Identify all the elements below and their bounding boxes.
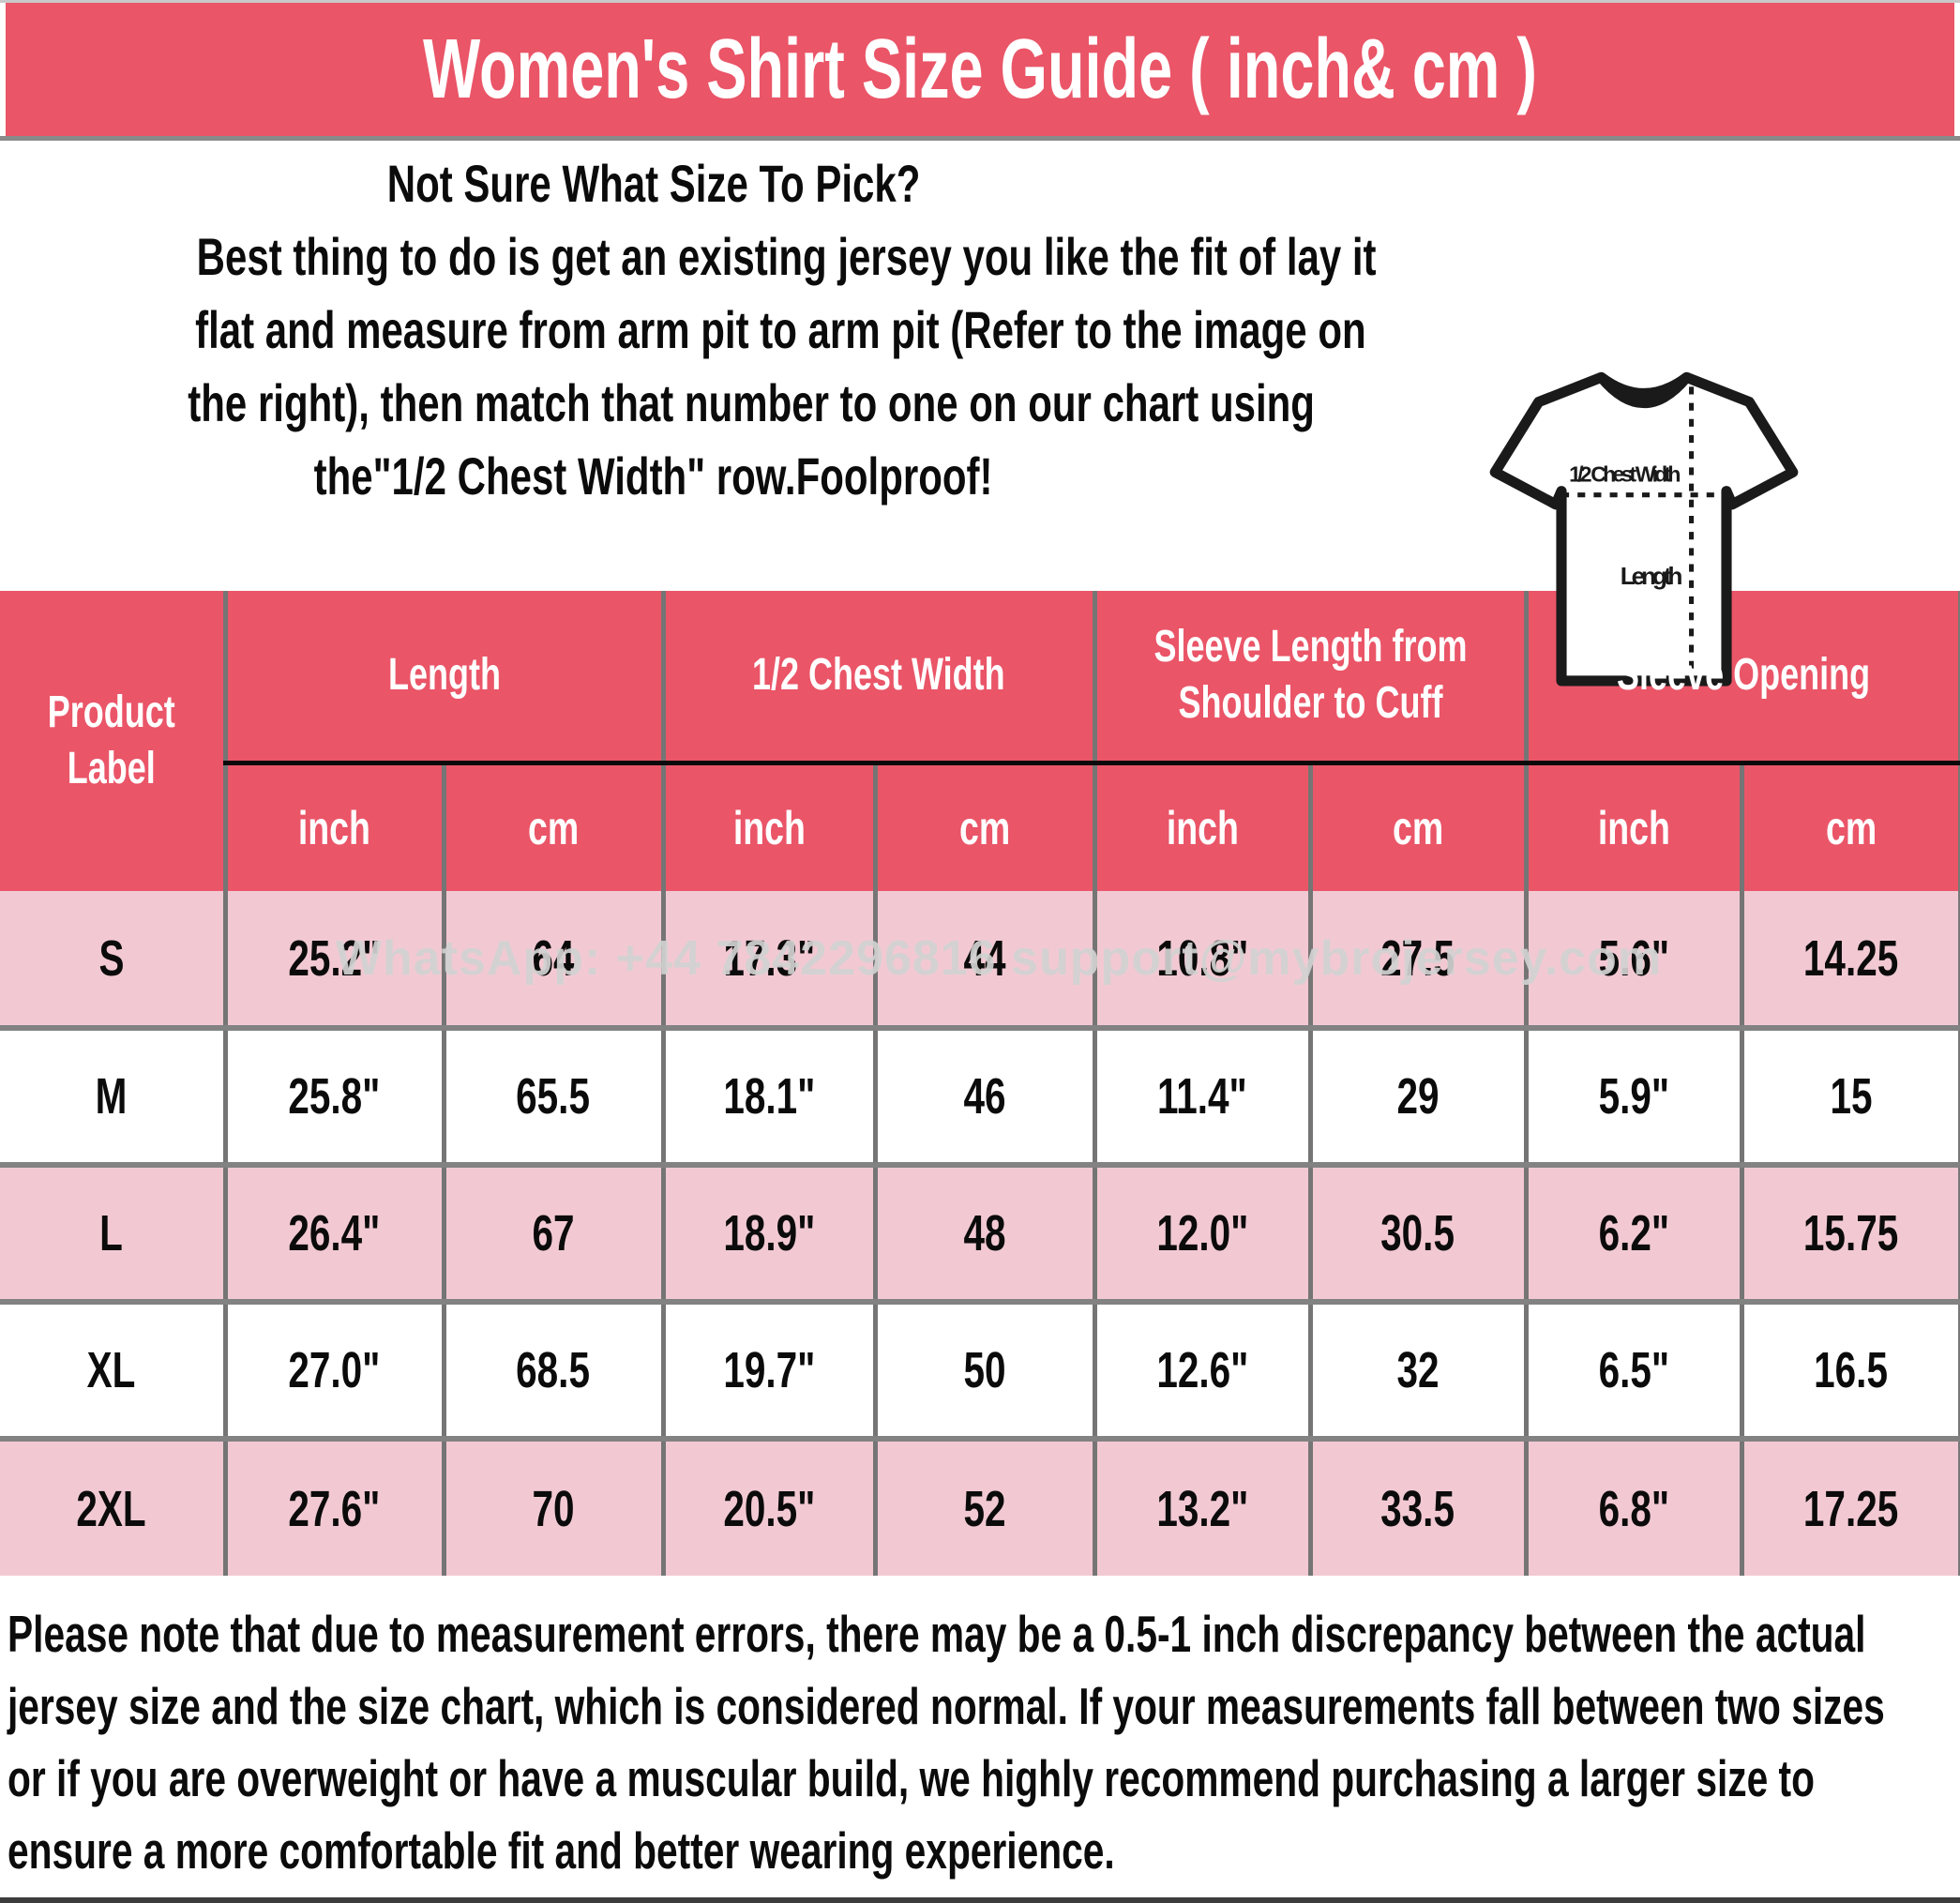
- cell: 12.0": [1092, 1162, 1311, 1302]
- cell: 44: [872, 891, 1095, 1028]
- cell: 52: [872, 1436, 1095, 1576]
- tshirt-icon: 1/2 Chest Width Length: [1489, 371, 1799, 687]
- header-chest-width: 1/2 Chest Width: [660, 591, 1095, 765]
- cell: 6.5": [1523, 1299, 1742, 1439]
- cell: 46: [872, 1025, 1095, 1165]
- cell: 14.25: [1739, 891, 1960, 1028]
- size-label: S: [0, 891, 225, 1028]
- cell: 6.2": [1523, 1162, 1742, 1302]
- cell: 17.25: [1739, 1436, 1960, 1576]
- cell: 5.6": [1523, 891, 1742, 1028]
- page-title: Women's Shirt Size Guide ( inch& cm ): [422, 23, 1537, 116]
- cell: 27.5: [1307, 891, 1527, 1028]
- cell: 12.6": [1092, 1299, 1311, 1439]
- tshirt-measurement-diagram: 1/2 Chest Width Length: [1487, 353, 1801, 687]
- intro-line: Not Sure What Size To Pick?: [386, 154, 921, 213]
- cell: 11.4": [1092, 1025, 1311, 1165]
- cell: 18.1": [660, 1025, 875, 1165]
- cell: 29: [1307, 1025, 1527, 1165]
- cell: 13.2": [1092, 1436, 1311, 1576]
- header-sleeve-length: Sleeve Length from Shoulder to Cuff: [1092, 591, 1527, 765]
- unit-inch: inch: [660, 763, 875, 891]
- cell: 15: [1739, 1025, 1960, 1165]
- cell: 17.3": [660, 891, 875, 1028]
- intro-line: flat and measure from arm pit to arm pit…: [195, 300, 1366, 359]
- note-line: Please note that due to measurement erro…: [8, 1605, 1866, 1663]
- table-row-l: L 26.4" 67 18.9" 48 12.0" 30.5 6.2" 15.7…: [0, 1162, 1960, 1302]
- cell: 20.5": [660, 1436, 875, 1576]
- size-label: M: [0, 1025, 225, 1165]
- table-row-xl: XL 27.0" 68.5 19.7" 50 12.6" 32 6.5" 16.…: [0, 1299, 1960, 1439]
- note-line: ensure a more comfortable fit and better…: [8, 1821, 1115, 1880]
- disclaimer-note: Please note that due to measurement erro…: [0, 1576, 1960, 1887]
- size-label: XL: [0, 1299, 225, 1439]
- cell: 33.5: [1307, 1436, 1527, 1576]
- chest-width-label: 1/2 Chest Width: [1569, 462, 1681, 487]
- cell: 30.5: [1307, 1162, 1527, 1302]
- cell: 27.0": [222, 1299, 444, 1439]
- intro-text: Not Sure What Size To Pick? Best thing t…: [0, 141, 1377, 513]
- top-border: [0, 0, 1960, 3]
- cell: 25.8": [222, 1025, 444, 1165]
- size-chart-table: Product Label Length 1/2 Chest Width Sle…: [0, 591, 1960, 1576]
- cell: 48: [872, 1162, 1095, 1302]
- unit-cm: cm: [872, 763, 1095, 891]
- cell: 68.5: [441, 1299, 663, 1439]
- intro-line: the"1/2 Chest Width" row.Foolproof!: [314, 446, 993, 506]
- length-label: Length: [1621, 562, 1683, 590]
- bottom-border: [0, 1897, 1960, 1903]
- header-length: Length: [222, 591, 663, 765]
- cell: 32: [1307, 1299, 1527, 1439]
- intro-line: the right), then match that number to on…: [188, 373, 1315, 432]
- cell: 18.9": [660, 1162, 875, 1302]
- table-row-s: S 25.2" 64 17.3" 44 10.8" 27.5 5.6" 14.2…: [0, 891, 1960, 1028]
- unit-inch: inch: [1523, 763, 1742, 891]
- cell: 50: [872, 1299, 1095, 1439]
- size-label: L: [0, 1162, 225, 1302]
- cell: 67: [441, 1162, 663, 1302]
- cell: 27.6": [222, 1436, 444, 1576]
- banner-divider: [0, 136, 1960, 141]
- title-banner: Women's Shirt Size Guide ( inch& cm ): [6, 3, 1954, 136]
- unit-cm: cm: [441, 763, 663, 891]
- unit-inch: inch: [222, 763, 444, 891]
- cell: 19.7": [660, 1299, 875, 1439]
- note-line: jersey size and the size chart, which is…: [8, 1677, 1885, 1735]
- table-row-2xl: 2XL 27.6" 70 20.5" 52 13.2" 33.5 6.8" 17…: [0, 1436, 1960, 1576]
- cell: 25.2": [222, 891, 444, 1028]
- table-row-m: M 25.8" 65.5 18.1" 46 11.4" 29 5.9" 15: [0, 1025, 1960, 1165]
- cell: 26.4": [222, 1162, 444, 1302]
- unit-inch: inch: [1092, 763, 1311, 891]
- cell: 6.8": [1523, 1436, 1742, 1576]
- intro-section: Not Sure What Size To Pick? Best thing t…: [0, 141, 1960, 687]
- cell: 16.5: [1739, 1299, 1960, 1439]
- intro-line: Best thing to do is get an existing jers…: [196, 227, 1377, 286]
- cell: 70: [441, 1436, 663, 1576]
- unit-cm: cm: [1307, 763, 1527, 891]
- cell: 10.8": [1092, 891, 1311, 1028]
- unit-cm: cm: [1739, 763, 1960, 891]
- header-product-label: Product Label: [0, 591, 225, 891]
- cell: 65.5: [441, 1025, 663, 1165]
- note-line: or if you are overweight or have a muscu…: [8, 1749, 1815, 1807]
- cell: 15.75: [1739, 1162, 1960, 1302]
- size-label: 2XL: [0, 1436, 225, 1576]
- cell: 64: [441, 891, 663, 1028]
- cell: 5.9": [1523, 1025, 1742, 1165]
